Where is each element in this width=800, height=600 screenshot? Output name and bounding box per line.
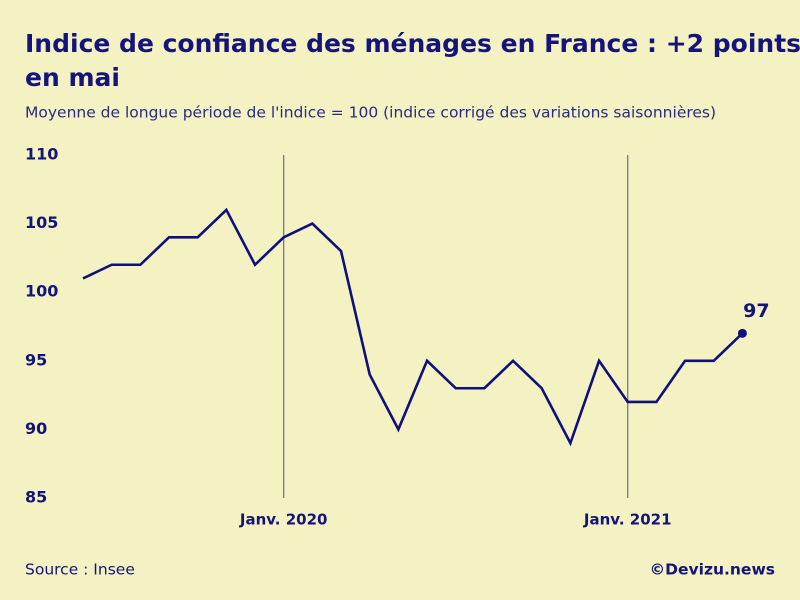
chart-title: Indice de confiance des ménages en Franc…	[25, 29, 800, 58]
data-label: 97	[743, 300, 769, 322]
line	[82, 207, 744, 447]
y-tick-label: 95	[25, 350, 47, 369]
y-tick-label: 105	[25, 213, 58, 232]
chart-subtitle: Moyenne de longue période de l'indice = …	[25, 104, 716, 122]
x-tick-label: Janv. 2020	[239, 511, 328, 529]
source: Source : Insee	[25, 561, 135, 579]
y-tick-label: 100	[25, 282, 58, 301]
y-tick-label: 85	[25, 488, 47, 507]
y-tick-label: 110	[25, 145, 58, 164]
end-point	[737, 328, 747, 338]
credit: ©Devizu.news	[650, 561, 775, 579]
chart-title: en mai	[25, 63, 120, 92]
x-tick-label: Janv. 2021	[583, 511, 672, 529]
y-tick-label: 90	[25, 419, 47, 438]
